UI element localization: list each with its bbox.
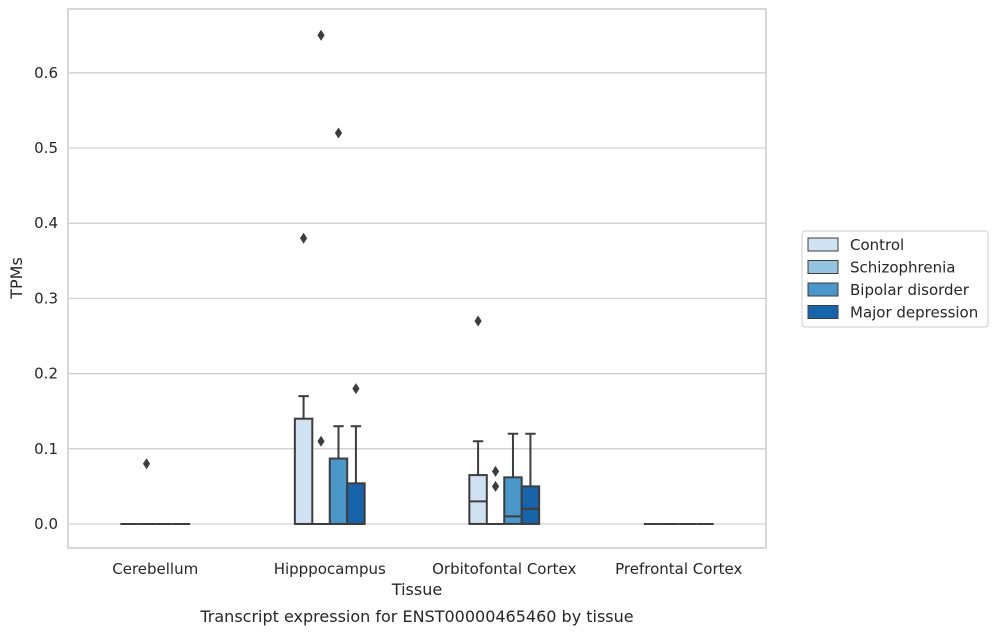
x-axis-label: Tissue bbox=[391, 580, 442, 599]
box-1-0 bbox=[293, 232, 314, 525]
legend: Control Schizophrenia Bipolar disorder Majo… bbox=[801, 230, 989, 328]
y-tick-label: 0.2 bbox=[34, 365, 58, 383]
legend-label: Bipolar disorder bbox=[850, 281, 970, 299]
box-body bbox=[328, 457, 349, 525]
y-tick-labels: 0.0 0.1 0.2 0.3 0.4 0.5 0.6 bbox=[34, 64, 58, 533]
x-tick-label: Orbitofontal Cortex bbox=[432, 560, 576, 578]
y-tick-label: 0.6 bbox=[34, 64, 58, 82]
x-tick-label: Prefrontal Cortex bbox=[615, 560, 742, 578]
outlier-point bbox=[352, 383, 360, 395]
grid-layer bbox=[68, 72, 766, 525]
box-1-3 bbox=[346, 383, 366, 525]
y-tick-label: 0.0 bbox=[34, 515, 58, 533]
legend-swatch bbox=[807, 282, 839, 297]
legend-swatch bbox=[807, 305, 839, 319]
box-1-1 bbox=[312, 29, 330, 525]
box-body bbox=[346, 482, 366, 525]
x-tick-label: Hipppocampus bbox=[274, 560, 386, 578]
box-2-3 bbox=[520, 432, 541, 525]
box-2-0 bbox=[468, 315, 488, 525]
box-body bbox=[520, 485, 541, 525]
x-tick-labels: Cerebellum Hipppocampus Orbitofontal Corte… bbox=[112, 560, 742, 578]
legend-label: Major depression bbox=[850, 304, 978, 322]
box-0-1 bbox=[137, 458, 156, 525]
outlier-point bbox=[142, 458, 151, 470]
y-tick-label: 0.5 bbox=[34, 139, 58, 157]
y-axis-label: TPMs bbox=[7, 257, 26, 300]
y-tick-label: 0.1 bbox=[34, 440, 58, 458]
y-tick-label: 0.4 bbox=[34, 214, 58, 232]
legend-swatch bbox=[807, 260, 839, 274]
box-body bbox=[293, 417, 314, 525]
outlier-point bbox=[334, 127, 343, 139]
x-tick-label: Cerebellum bbox=[112, 560, 198, 578]
outlier-point bbox=[491, 465, 500, 477]
boxes-layer bbox=[120, 29, 714, 525]
outlier-point bbox=[474, 315, 482, 327]
outlier-point bbox=[317, 435, 325, 447]
legend-label: Schizophrenia bbox=[850, 259, 955, 277]
legend-frame bbox=[801, 230, 989, 328]
box-2-2 bbox=[503, 432, 523, 525]
outlier-point bbox=[491, 480, 500, 492]
legend-swatch bbox=[807, 237, 839, 252]
legend-label: Control bbox=[850, 236, 904, 254]
box-1-2 bbox=[328, 127, 349, 525]
outlier-point bbox=[299, 232, 308, 244]
box-2-1 bbox=[486, 465, 505, 525]
y-tick-label: 0.3 bbox=[34, 289, 58, 307]
outlier-point bbox=[317, 29, 325, 41]
chart-caption: Transcript expression for ENST0000046546… bbox=[199, 607, 633, 626]
plot-area bbox=[67, 8, 767, 549]
box-body bbox=[468, 474, 488, 525]
